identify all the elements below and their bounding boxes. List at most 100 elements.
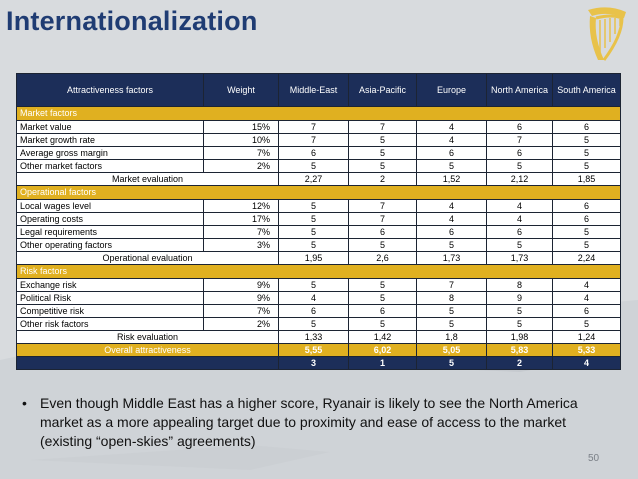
value-cell: 5 — [278, 317, 349, 331]
value-cell: 9 — [486, 291, 553, 305]
section-row-operational: Operational factors — [16, 185, 621, 200]
harp-logo-icon — [588, 7, 626, 61]
weight-cell: 2% — [203, 317, 279, 331]
value-cell: 5 — [278, 278, 349, 292]
bullet-text: Even though Middle East has a higher sco… — [40, 395, 578, 449]
rank-value: 1 — [348, 356, 417, 370]
value-cell: 5 — [348, 146, 417, 160]
weight-cell: 7% — [203, 304, 279, 318]
value-cell: 6 — [348, 225, 417, 239]
value-cell: 5 — [416, 159, 487, 173]
value-cell: 8 — [416, 291, 487, 305]
evaluation-value: 2,6 — [348, 251, 417, 265]
value-cell: 5 — [486, 159, 553, 173]
page-number: 50 — [588, 453, 600, 464]
factor-cell: Exchange risk — [16, 278, 204, 292]
evaluation-value: 1,73 — [416, 251, 487, 265]
evaluation-label: Risk evaluation — [16, 330, 279, 344]
value-cell: 5 — [416, 317, 487, 331]
table-row: Market value 15% 7 7 4 6 6 — [16, 120, 621, 134]
evaluation-value: 2,27 — [278, 172, 349, 186]
overall-value: 6,02 — [348, 343, 417, 357]
evaluation-row-operational: Operational evaluation 1,95 2,6 1,73 1,7… — [16, 251, 621, 265]
value-cell: 5 — [348, 238, 417, 252]
value-cell: 5 — [486, 238, 553, 252]
value-cell: 6 — [278, 146, 349, 160]
value-cell: 6 — [486, 146, 553, 160]
bullet-dot-icon: • — [22, 395, 27, 411]
evaluation-row-market: Market evaluation 2,27 2 1,52 2,12 1,85 — [16, 172, 621, 186]
value-cell: 5 — [278, 238, 349, 252]
evaluation-value: 1,73 — [486, 251, 553, 265]
table-header-row: Attractiveness factors Weight Middle-Eas… — [16, 73, 621, 107]
value-cell: 6 — [552, 212, 621, 226]
overall-value: 5,33 — [552, 343, 621, 357]
factor-cell: Other market factors — [16, 159, 204, 173]
value-cell: 7 — [416, 278, 487, 292]
value-cell: 4 — [416, 133, 487, 147]
evaluation-value: 2,12 — [486, 172, 553, 186]
header-cell: North America — [486, 73, 553, 107]
weight-cell: 7% — [203, 225, 279, 239]
value-cell: 7 — [278, 120, 349, 134]
value-cell: 5 — [278, 225, 349, 239]
value-cell: 4 — [278, 291, 349, 305]
factor-cell: Legal requirements — [16, 225, 204, 239]
value-cell: 6 — [348, 304, 417, 318]
value-cell: 5 — [278, 199, 349, 213]
slide-title: Internationalization — [6, 6, 258, 36]
value-cell: 5 — [416, 238, 487, 252]
evaluation-row-risk: Risk evaluation 1,33 1,42 1,8 1,98 1,24 — [16, 330, 621, 344]
factor-cell: Market value — [16, 120, 204, 134]
value-cell: 5 — [348, 133, 417, 147]
value-cell: 5 — [486, 317, 553, 331]
value-cell: 5 — [348, 159, 417, 173]
value-cell: 5 — [552, 146, 621, 160]
rank-value: 4 — [552, 356, 621, 370]
header-cell: Weight — [203, 73, 279, 107]
evaluation-value: 2 — [348, 172, 417, 186]
evaluation-value: 1,98 — [486, 330, 553, 344]
rank-value: 3 — [278, 356, 349, 370]
value-cell: 5 — [552, 133, 621, 147]
header-cell: Asia-Pacific — [348, 73, 417, 107]
value-cell: 4 — [416, 199, 487, 213]
factor-cell: Competitive risk — [16, 304, 204, 318]
value-cell: 6 — [486, 225, 553, 239]
evaluation-label: Operational evaluation — [16, 251, 279, 265]
rank-value: 2 — [486, 356, 553, 370]
value-cell: 5 — [486, 304, 553, 318]
value-cell: 6 — [416, 225, 487, 239]
value-cell: 7 — [348, 212, 417, 226]
value-cell: 7 — [486, 133, 553, 147]
value-cell: 6 — [552, 304, 621, 318]
value-cell: 6 — [278, 304, 349, 318]
section-row-market: Market factors — [16, 106, 621, 121]
table-row: Other market factors 2% 5 5 5 5 5 — [16, 159, 621, 173]
evaluation-value: 1,8 — [416, 330, 487, 344]
weight-cell: 3% — [203, 238, 279, 252]
table-row: Average gross margin 7% 6 5 6 6 5 — [16, 146, 621, 160]
factor-cell: Market growth rate — [16, 133, 204, 147]
value-cell: 5 — [552, 159, 621, 173]
value-cell: 4 — [552, 278, 621, 292]
evaluation-value: 1,24 — [552, 330, 621, 344]
value-cell: 5 — [416, 304, 487, 318]
rank-value: 5 — [416, 356, 487, 370]
bullet-list: • Even though Middle East has a higher s… — [22, 394, 612, 451]
weight-cell: 9% — [203, 278, 279, 292]
value-cell: 5 — [552, 317, 621, 331]
value-cell: 7 — [278, 133, 349, 147]
weight-cell: 7% — [203, 146, 279, 160]
evaluation-value: 2,24 — [552, 251, 621, 265]
value-cell: 7 — [348, 120, 417, 134]
evaluation-value: 1,52 — [416, 172, 487, 186]
table-row: Political Risk 9% 4 5 8 9 4 — [16, 291, 621, 305]
header-cell: South America — [552, 73, 621, 107]
factor-cell: Average gross margin — [16, 146, 204, 160]
factor-cell: Other operating factors — [16, 238, 204, 252]
table-row: Legal requirements 7% 5 6 6 6 5 — [16, 225, 621, 239]
factor-cell: Local wages level — [16, 199, 204, 213]
rank-label-cell — [16, 356, 279, 370]
attractiveness-table: Attractiveness factors Weight Middle-Eas… — [16, 73, 621, 370]
